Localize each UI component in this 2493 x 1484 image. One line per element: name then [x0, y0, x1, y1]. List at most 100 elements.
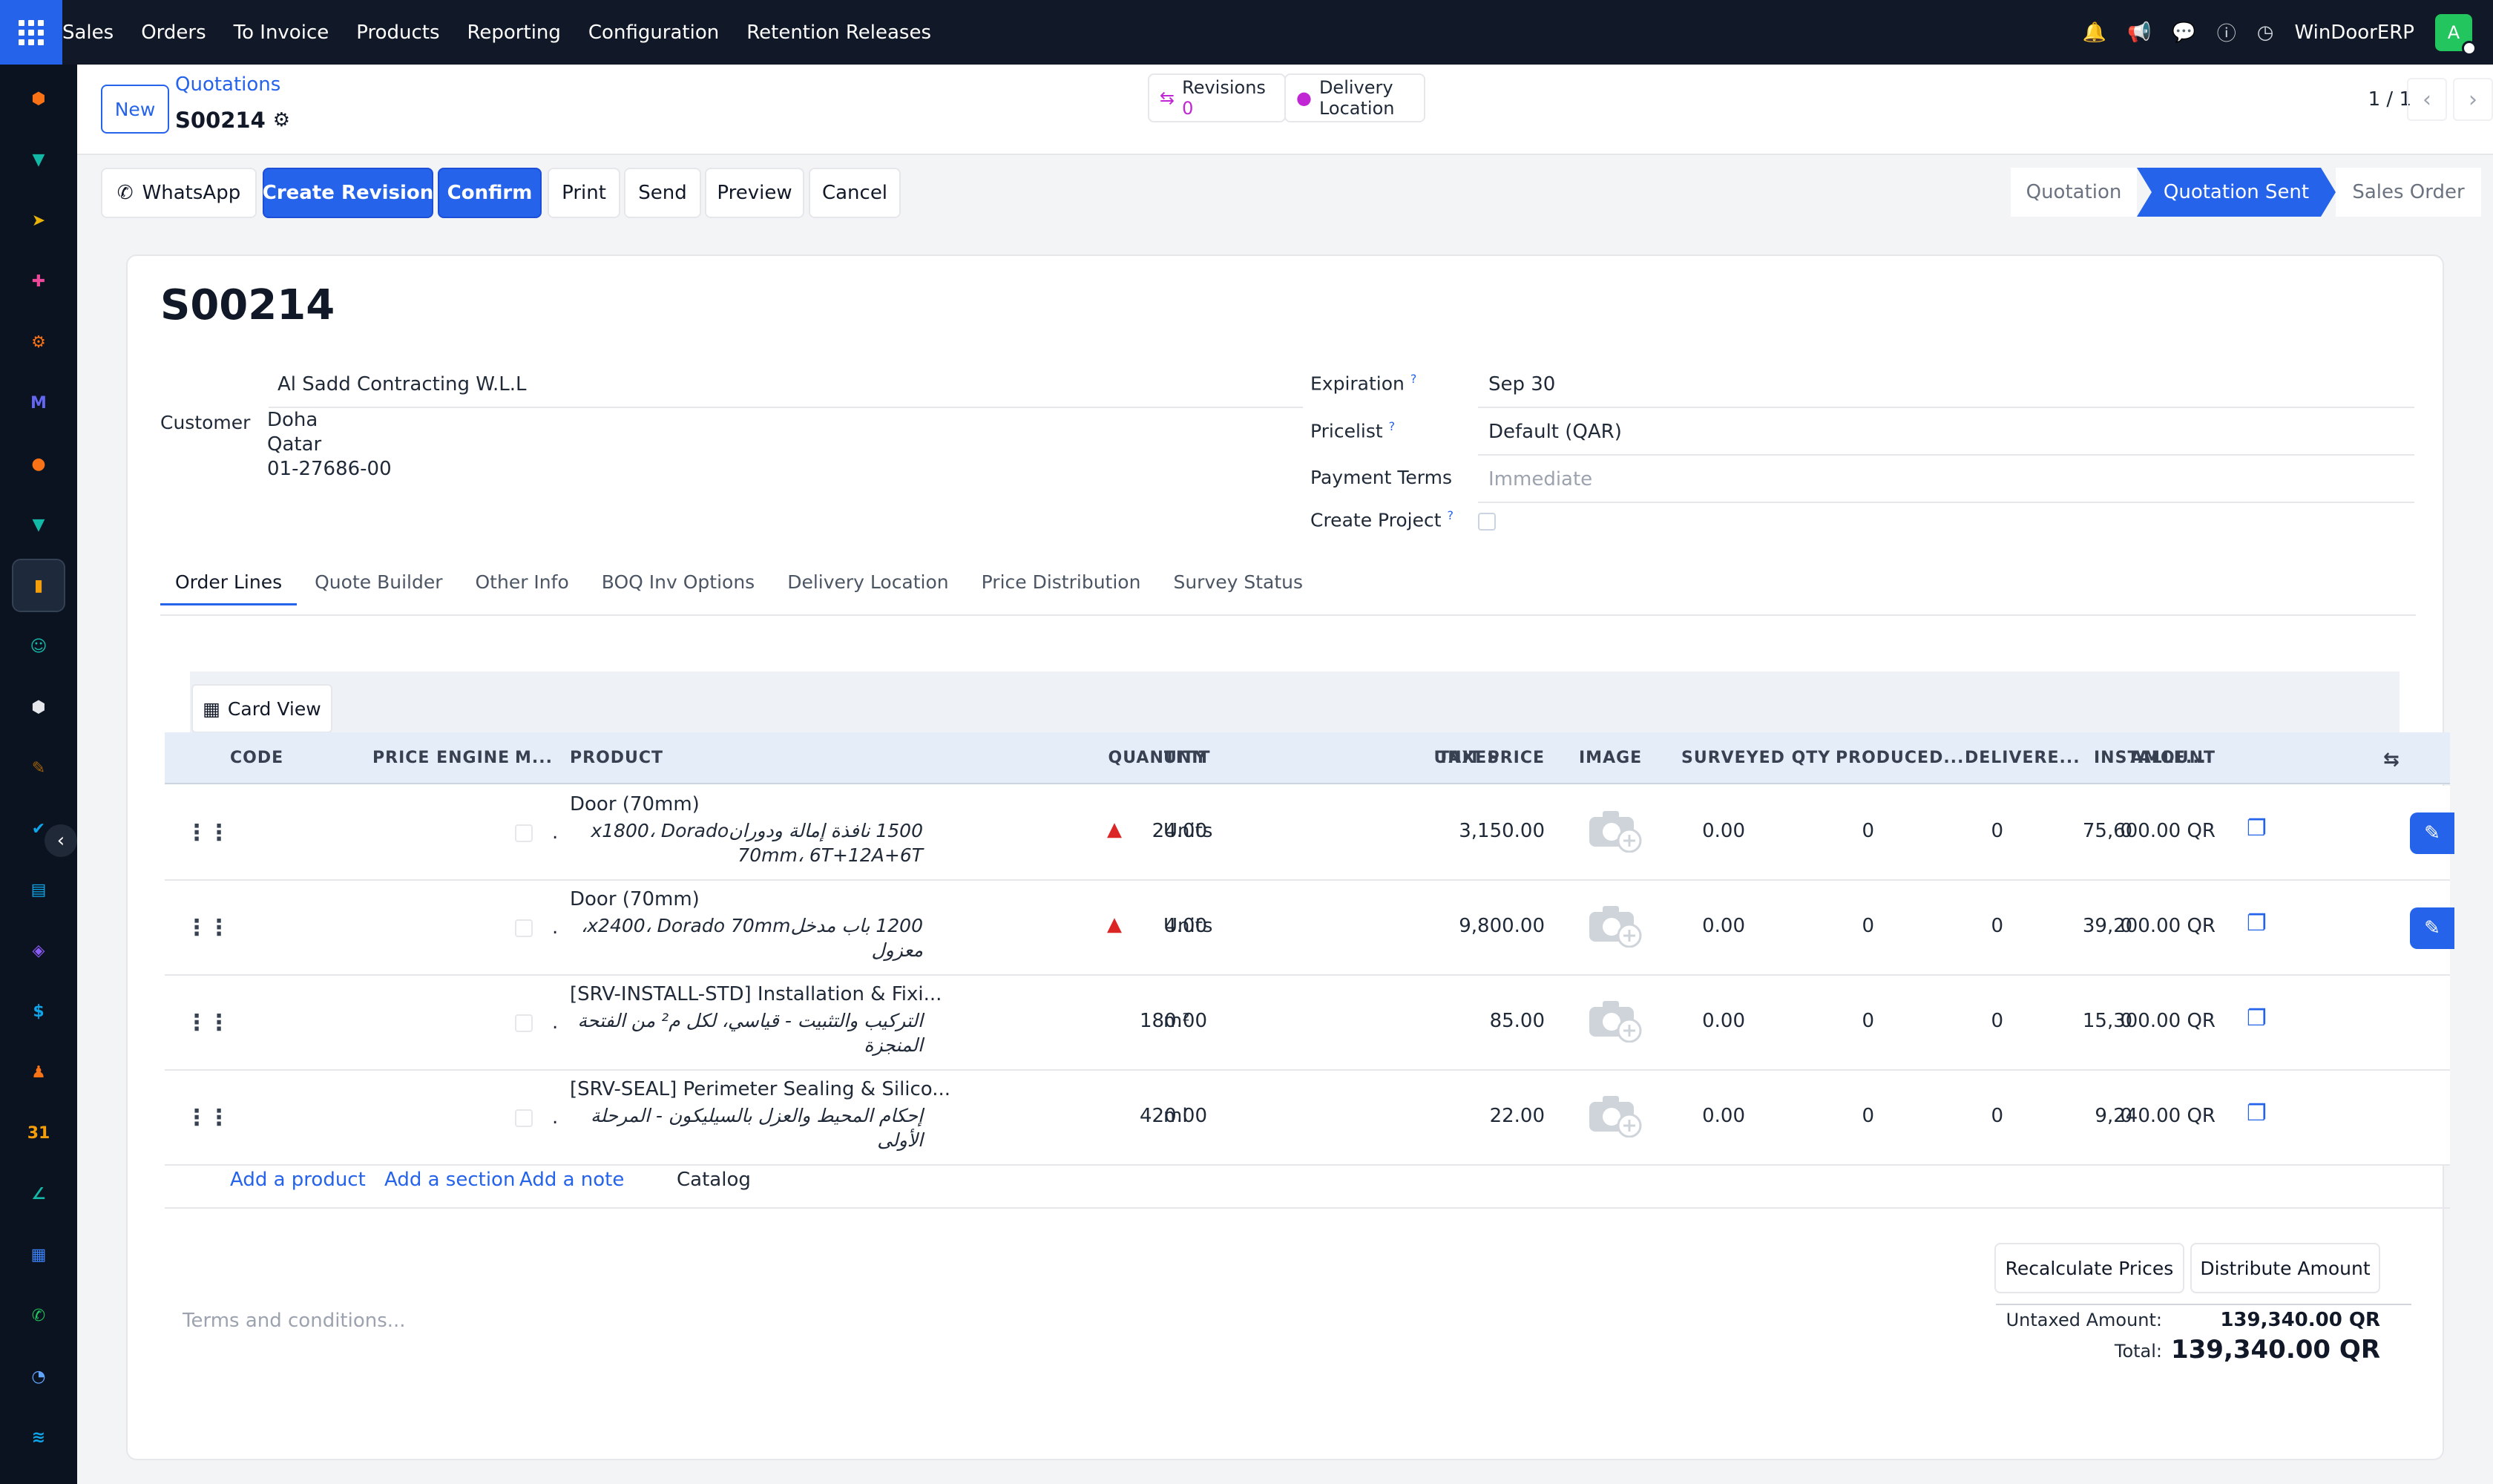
delivery-location-smart-button[interactable]: ● Delivery Location — [1284, 73, 1425, 122]
tab-survey-status[interactable]: Survey Status — [1173, 571, 1304, 593]
tab-quote-builder[interactable]: Quote Builder — [315, 571, 443, 593]
col-quantity[interactable]: QUANTITY — [1108, 749, 1207, 767]
help-mark[interactable]: ? — [1388, 419, 1396, 433]
confirm-button[interactable]: Confirm — [438, 168, 542, 218]
pager-value[interactable]: 1 / 1 — [2368, 88, 2411, 111]
unit-price-cell[interactable]: 22.00 — [1489, 1105, 1545, 1127]
product-description[interactable]: 1200 باب مدخلx2400، Dorado 70mm، معزول — [574, 913, 923, 962]
drag-handle-icon[interactable]: ⋮⋮ — [185, 820, 230, 846]
edit-line-button[interactable]: ✎ — [2410, 907, 2454, 949]
tab-price-distribution[interactable]: Price Distribution — [981, 571, 1141, 593]
table-row[interactable]: ⋮⋮. [SRV-INSTALL-STD] Installation & Fixi… — [165, 976, 2450, 1071]
menu-sales[interactable]: Sales — [62, 21, 114, 44]
sidebar-app-22[interactable]: ≋ — [13, 1412, 64, 1462]
sidebar-app-10[interactable]: ⬢ — [13, 682, 64, 732]
area-chart-icon[interactable]: ▲ — [1107, 818, 1122, 841]
tab-boq-inv-options[interactable]: BOQ Inv Options — [601, 571, 755, 593]
row-checkbox[interactable] — [515, 919, 533, 937]
sidebar-app-1[interactable]: ▼ — [13, 134, 64, 185]
product-description[interactable]: التركيب والتثبيت - قياسي، لكل م² من الفت… — [574, 1008, 923, 1057]
app-menu-button[interactable] — [0, 0, 62, 65]
help-mark[interactable]: ? — [1410, 372, 1417, 386]
menu-reporting[interactable]: Reporting — [467, 21, 561, 44]
unit-price-cell[interactable]: 3,150.00 — [1459, 820, 1545, 842]
menu-retention-releases[interactable]: Retention Releases — [746, 21, 931, 44]
sidebar-app-13[interactable]: ▤ — [13, 864, 64, 915]
col-installed[interactable]: INSTALLE... — [2094, 749, 2207, 767]
row-checkbox[interactable] — [515, 1109, 533, 1127]
create-project-checkbox[interactable] — [1478, 513, 1496, 531]
drag-handle-icon[interactable]: ⋮⋮ — [185, 1010, 230, 1036]
camera-add-icon[interactable] — [1588, 998, 1644, 1043]
unit-cell[interactable]: Units — [1163, 915, 1213, 937]
sidebar-app-20[interactable]: ✆ — [13, 1290, 64, 1341]
col-amount[interactable]: AMOUNT — [2130, 749, 2216, 767]
table-row[interactable]: ⋮⋮. Door (70mm) 1200 باب مدخلx2400، Dorado… — [165, 881, 2454, 976]
stage-sales-order[interactable]: Sales Order — [2336, 168, 2481, 217]
copy-icon[interactable]: ❐ — [2247, 1100, 2267, 1126]
sidebar-collapse-button[interactable]: ‹ — [45, 824, 77, 857]
col-surveyed-qty[interactable]: SURVEYED QTY — [1681, 749, 1831, 767]
unit-price-cell[interactable]: 85.00 — [1489, 1010, 1545, 1032]
customer-field[interactable]: Al Sadd Contracting W.L.L — [277, 373, 527, 395]
print-button[interactable]: Print — [548, 168, 620, 218]
sidebar-app-3[interactable]: ✚ — [13, 256, 64, 306]
sidebar-app-0[interactable]: ⬢ — [13, 73, 64, 124]
copy-icon[interactable]: ❐ — [2247, 815, 2267, 841]
terms-and-conditions-field[interactable]: Terms and conditions... — [183, 1310, 406, 1332]
sidebar-app-14[interactable]: ◈ — [13, 925, 64, 976]
menu-configuration[interactable]: Configuration — [588, 21, 720, 44]
col-m[interactable]: M... — [515, 749, 553, 767]
sidebar-app-11[interactable]: ✎ — [13, 743, 64, 793]
col-product[interactable]: PRODUCT — [570, 749, 664, 767]
menu-to-invoice[interactable]: To Invoice — [233, 21, 329, 44]
product-name[interactable]: [SRV-SEAL] Perimeter Sealing & Silico... — [570, 1078, 951, 1100]
col-image[interactable]: IMAGE — [1579, 749, 1643, 767]
sidebar-app-15[interactable]: $ — [13, 986, 64, 1037]
col-delivered[interactable]: DELIVERE... — [1965, 749, 2080, 767]
tab-order-lines[interactable]: Order Lines — [160, 564, 298, 605]
camera-add-icon[interactable] — [1588, 1093, 1644, 1137]
column-settings-icon[interactable]: ⇆ — [2383, 749, 2400, 771]
menu-products[interactable]: Products — [356, 21, 440, 44]
catalog-button[interactable]: Catalog — [677, 1169, 751, 1191]
table-row[interactable]: ⋮⋮. [SRV-SEAL] Perimeter Sealing & Silico… — [165, 1071, 2450, 1166]
col-produced[interactable]: PRODUCED... — [1836, 749, 1965, 767]
stage-quotation-sent[interactable]: Quotation Sent — [2137, 168, 2336, 217]
card-view-button[interactable]: ▦ Card View — [191, 684, 332, 733]
tab-other-info[interactable]: Other Info — [475, 571, 569, 593]
sidebar-app-5[interactable]: M — [13, 378, 64, 428]
recalculate-prices-button[interactable]: Recalculate Prices — [1994, 1243, 2184, 1293]
quantity-cell[interactable]: 24.00 — [1152, 820, 1207, 842]
tab-delivery-location[interactable]: Delivery Location — [787, 571, 949, 593]
sidebar-app-21[interactable]: ◔ — [13, 1351, 64, 1402]
sidebar-app-17[interactable]: 31 — [13, 1108, 64, 1158]
breadcrumb[interactable]: Quotations — [175, 73, 281, 96]
camera-add-icon[interactable] — [1588, 808, 1644, 853]
quantity-cell[interactable]: 4.00 — [1164, 915, 1207, 937]
col-price-engine[interactable]: PRICE ENGINE — [372, 749, 510, 767]
sidebar-app-9[interactable]: ☺ — [13, 621, 64, 672]
unit-cell[interactable]: ml — [1163, 1105, 1188, 1127]
sidebar-app-7[interactable]: ▼ — [13, 499, 64, 550]
avatar[interactable]: A — [2435, 13, 2477, 56]
unit-price-cell[interactable]: 9,800.00 — [1459, 915, 1545, 937]
edit-line-button[interactable]: ✎ — [2410, 812, 2454, 854]
help-icon[interactable]: ⓘ — [2216, 23, 2236, 45]
sidebar-app-4[interactable]: ⚙ — [13, 317, 64, 367]
payment-terms-field[interactable]: Immediate — [1488, 468, 1593, 490]
gear-icon[interactable]: ⚙ — [272, 109, 291, 131]
product-name[interactable]: Door (70mm) — [570, 793, 700, 815]
pager-previous-button[interactable]: ‹ — [2407, 78, 2447, 121]
sidebar-app-19[interactable]: ▦ — [13, 1229, 64, 1280]
sidebar-app-6[interactable]: ● — [13, 439, 64, 489]
quantity-cell[interactable]: 420.00 — [1140, 1105, 1207, 1127]
col-unit[interactable]: UNIT — [1163, 749, 1211, 767]
megaphone-icon[interactable]: 📢 — [2127, 21, 2152, 44]
area-chart-icon[interactable]: ▲ — [1107, 913, 1122, 936]
distribute-amount-button[interactable]: Distribute Amount — [2190, 1243, 2380, 1293]
row-checkbox[interactable] — [515, 824, 533, 842]
preview-button[interactable]: Preview — [705, 168, 804, 218]
cancel-button[interactable]: Cancel — [809, 168, 901, 218]
col-unit-price[interactable]: UNIT PRICE — [1433, 749, 1545, 767]
